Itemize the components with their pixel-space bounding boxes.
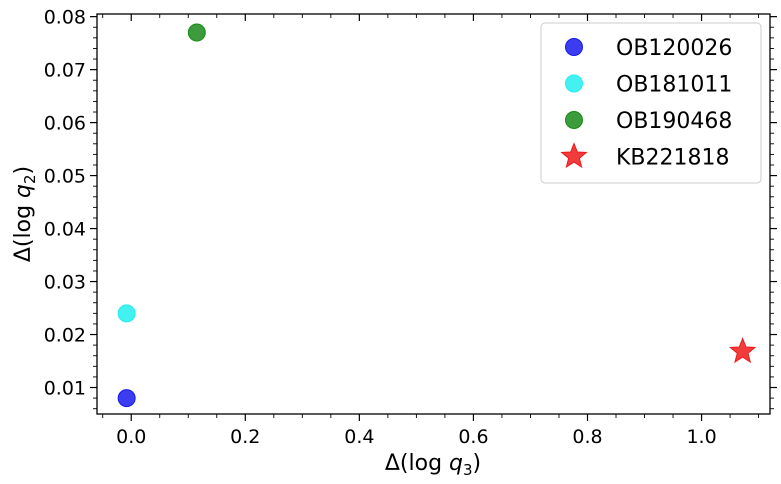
x-tick-label: 0.4 bbox=[344, 426, 374, 448]
y-tick-label: 0.04 bbox=[44, 219, 86, 241]
y-axis-label: Δ(log q2) bbox=[11, 166, 39, 262]
y-tick-label: 0.07 bbox=[44, 60, 86, 82]
legend-frame bbox=[540, 22, 762, 184]
y-tick-label: 0.06 bbox=[44, 113, 86, 135]
x-tick-label: 0.6 bbox=[458, 426, 488, 448]
x-axis-ticks: 0.0 0.2 0.4 0.6 0.8 1.0 bbox=[102, 14, 760, 448]
y-tick-label: 0.01 bbox=[44, 378, 86, 400]
y-tick-label: 0.03 bbox=[44, 272, 86, 294]
y-tick-label: 0.08 bbox=[44, 7, 86, 29]
plot-frame bbox=[96, 13, 771, 415]
data-point-ob190468 bbox=[187, 23, 206, 42]
x-tick-label: 0.0 bbox=[116, 426, 146, 448]
legend-marker-ob120026 bbox=[565, 38, 583, 56]
legend-label-ob120026: OB120026 bbox=[616, 36, 732, 61]
data-point-kb221818 bbox=[728, 337, 757, 364]
y-axis-ticks: 0.01 0.02 0.03 0.04 0.05 0.06 0.07 0.08 bbox=[44, 7, 777, 410]
legend-label-ob190468: OB190468 bbox=[616, 109, 732, 134]
legend-marker-ob181011 bbox=[565, 74, 583, 93]
x-axis-label: Δ(log q3) bbox=[385, 451, 481, 479]
x-tick-label: 1.0 bbox=[686, 426, 716, 448]
legend-label-kb221818: KB221818 bbox=[616, 146, 730, 171]
legend: OB120026 OB181011 OB190468 KB221818 bbox=[540, 22, 762, 184]
legend-label-ob181011: OB181011 bbox=[616, 73, 732, 98]
legend-marker-ob190468 bbox=[565, 111, 583, 129]
y-tick-label: 0.05 bbox=[44, 166, 86, 188]
data-point-ob120026 bbox=[117, 389, 136, 408]
legend-marker-kb221818 bbox=[560, 142, 588, 169]
y-tick-label: 0.02 bbox=[44, 325, 86, 347]
x-tick-label: 0.8 bbox=[572, 426, 602, 448]
data-point-ob181011 bbox=[117, 304, 136, 323]
x-tick-label: 0.2 bbox=[230, 426, 260, 448]
data-points bbox=[117, 23, 757, 408]
